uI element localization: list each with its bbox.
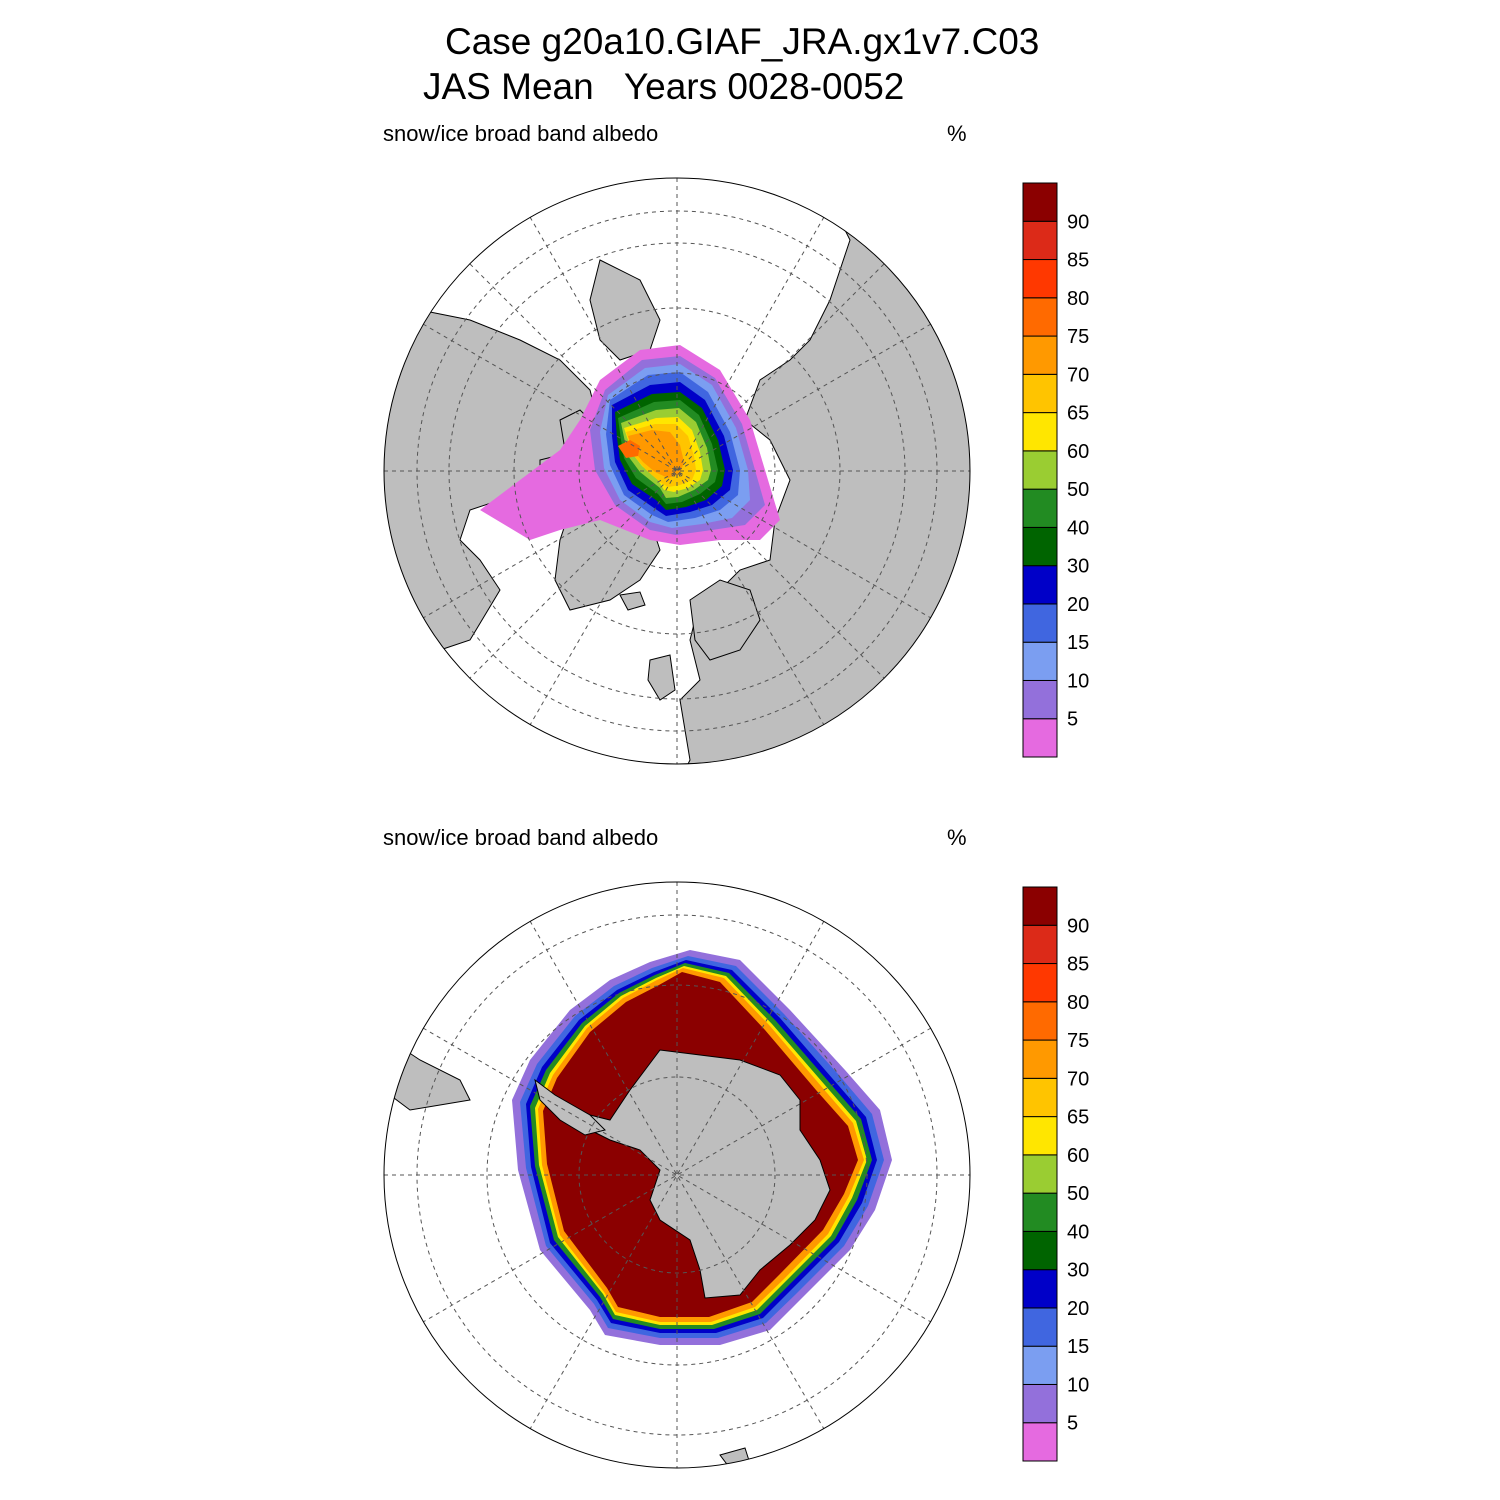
south-colorbar-box	[1022, 1116, 1058, 1156]
north-colorbar-tick-label: 10	[1067, 670, 1089, 692]
north-colorbar-box	[1022, 373, 1058, 414]
north-colorbar-tick-label: 90	[1067, 211, 1089, 233]
south-colorbar-box	[1022, 1154, 1058, 1194]
south-land-antarctic-peninsula	[534, 1078, 606, 1136]
south-colorbar-tick-label: 60	[1067, 1145, 1089, 1167]
north-colorbar-box	[1022, 488, 1058, 528]
south-colorbar-box	[1022, 1230, 1058, 1271]
south-colorbar-tick-label: 75	[1067, 1030, 1089, 1052]
north-colorbar-box	[1022, 603, 1058, 643]
south-colorbar-tick-label: 50	[1067, 1183, 1089, 1205]
north-colorbar-tick-label: 50	[1067, 479, 1089, 501]
south-colorbar-box	[1022, 1383, 1058, 1424]
north-map-outline	[383, 177, 971, 765]
north-colorbar-box	[1022, 335, 1058, 375]
south-colorbar-tick-label: 30	[1067, 1260, 1089, 1282]
north-colorbar-box	[1022, 641, 1058, 681]
south-colorbar-box	[1022, 1307, 1058, 1347]
north-ice-band-80	[618, 440, 640, 458]
south-colorbar-tick-label: 10	[1067, 1374, 1089, 1396]
north-colorbar-tick-label: 30	[1067, 556, 1089, 578]
south-colorbar-box	[1022, 924, 1058, 965]
north-colorbar: 5 10 15 20 30 40 50 60 65 70 75 80 85 90	[1022, 182, 1089, 758]
south-colorbar-tick-label: 85	[1067, 954, 1089, 976]
figure-title-period: JAS Mean Years 0028-0052	[423, 66, 905, 107]
south-colorbar-tick-label: 5	[1067, 1413, 1078, 1435]
south-colorbar-tick-label: 20	[1067, 1298, 1089, 1320]
north-ice-band-75	[628, 430, 684, 478]
south-colorbar-tick-label: 15	[1067, 1336, 1089, 1358]
south-polar-map	[383, 881, 971, 1469]
south-colorbar-box	[1022, 886, 1058, 926]
north-colorbar-tick-label: 75	[1067, 326, 1089, 348]
south-graticule	[384, 882, 970, 1468]
south-colorbar-box	[1022, 1269, 1058, 1309]
north-variable-label: snow/ice broad band albedo	[383, 121, 659, 146]
south-colorbar-box	[1022, 1001, 1058, 1041]
north-land-iceland	[619, 591, 646, 611]
south-colorbar: 5 10 15 20 30 40 50 60 65 70 75 80 85 90	[1022, 886, 1089, 1462]
north-polar-map	[383, 177, 971, 765]
north-colorbar-tick-label: 20	[1067, 594, 1089, 616]
north-colorbar-tick-label: 80	[1067, 288, 1089, 310]
north-colorbar-tick-label: 65	[1067, 403, 1089, 425]
south-variable-label: snow/ice broad band albedo	[383, 825, 659, 850]
south-colorbar-tick-label: 65	[1067, 1107, 1089, 1129]
north-colorbar-tick-label: 60	[1067, 441, 1089, 463]
south-colorbar-tick-label: 80	[1067, 992, 1089, 1014]
north-graticule	[384, 178, 970, 764]
south-colorbar-box	[1022, 1039, 1058, 1079]
north-colorbar-box	[1022, 450, 1058, 490]
north-colorbar-box	[1022, 526, 1058, 567]
south-colorbar-tick-label: 40	[1067, 1221, 1089, 1243]
north-colorbar-box	[1022, 259, 1058, 299]
south-land-australia	[719, 1447, 753, 1468]
south-colorbar-box	[1022, 1422, 1058, 1462]
south-colorbar-box	[1022, 1077, 1058, 1118]
south-colorbar-box	[1022, 1345, 1058, 1385]
north-colorbar-box	[1022, 412, 1058, 452]
north-colorbar-tick-label: 15	[1067, 632, 1089, 654]
north-units-label: %	[947, 121, 967, 146]
south-map-outline	[383, 881, 971, 1469]
south-colorbar-tick-label: 70	[1067, 1068, 1089, 1090]
north-colorbar-tick-label: 5	[1067, 709, 1078, 731]
north-land-scandinavia	[689, 579, 761, 661]
north-colorbar-box	[1022, 565, 1058, 605]
north-colorbar-box	[1022, 297, 1058, 337]
north-land-uk	[647, 654, 676, 701]
south-colorbar-box	[1022, 1192, 1058, 1232]
north-colorbar-box	[1022, 718, 1058, 758]
south-colorbar-tick-label: 90	[1067, 915, 1089, 937]
north-colorbar-box	[1022, 220, 1058, 261]
south-colorbar-box	[1022, 963, 1058, 1003]
north-colorbar-tick-label: 85	[1067, 250, 1089, 272]
north-land-eurasia	[679, 178, 970, 764]
north-colorbar-tick-label: 70	[1067, 364, 1089, 386]
north-colorbar-box	[1022, 182, 1058, 222]
figure-title-case: Case g20a10.GIAF_JRA.gx1v7.C03	[445, 21, 1040, 62]
north-colorbar-box	[1022, 679, 1058, 720]
north-colorbar-tick-label: 40	[1067, 517, 1089, 539]
south-units-label: %	[947, 825, 967, 850]
